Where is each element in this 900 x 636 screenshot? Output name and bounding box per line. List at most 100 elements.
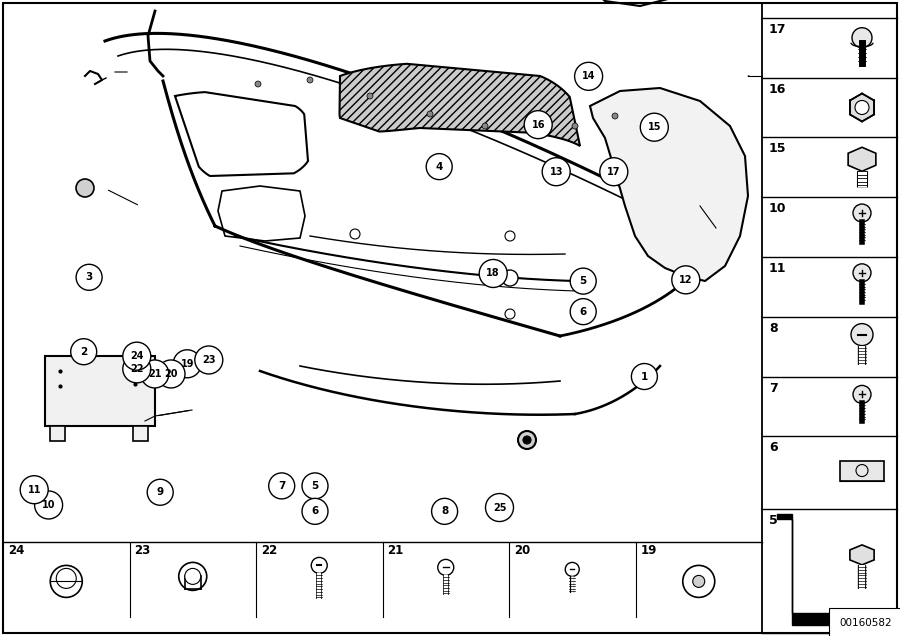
Text: 23: 23	[202, 355, 216, 365]
Text: 24: 24	[130, 351, 143, 361]
Text: 7: 7	[769, 382, 778, 394]
Text: 10: 10	[769, 202, 787, 215]
Circle shape	[432, 499, 457, 524]
Text: 11: 11	[27, 485, 40, 495]
Circle shape	[640, 113, 669, 141]
Circle shape	[693, 576, 705, 588]
FancyBboxPatch shape	[840, 460, 884, 481]
Circle shape	[612, 113, 618, 119]
Circle shape	[505, 309, 515, 319]
Circle shape	[311, 557, 328, 574]
Text: 23: 23	[134, 544, 151, 557]
Text: 9: 9	[157, 487, 164, 497]
FancyBboxPatch shape	[45, 356, 155, 426]
Text: 7: 7	[278, 481, 285, 491]
Text: 19: 19	[180, 359, 194, 369]
Polygon shape	[339, 64, 580, 146]
Text: 20: 20	[164, 369, 178, 379]
Text: 15: 15	[769, 142, 787, 155]
Text: 24: 24	[8, 544, 24, 557]
Text: 12: 12	[679, 275, 693, 285]
Circle shape	[599, 158, 628, 186]
Text: 5: 5	[769, 514, 778, 527]
Circle shape	[542, 158, 571, 186]
Circle shape	[523, 436, 531, 444]
Text: 20: 20	[514, 544, 530, 557]
Circle shape	[302, 473, 328, 499]
Circle shape	[853, 264, 871, 282]
Text: 00160582: 00160582	[840, 618, 892, 628]
Circle shape	[71, 339, 96, 364]
Circle shape	[427, 154, 452, 179]
Text: 16: 16	[531, 120, 544, 130]
Text: 6: 6	[580, 307, 587, 317]
Text: 15: 15	[647, 122, 661, 132]
Text: 19: 19	[641, 544, 657, 557]
Text: 1: 1	[641, 371, 648, 382]
Circle shape	[502, 270, 518, 286]
Polygon shape	[590, 88, 748, 281]
Polygon shape	[848, 148, 876, 171]
Circle shape	[485, 494, 514, 522]
Text: 21: 21	[388, 544, 404, 557]
Text: 4: 4	[436, 162, 443, 172]
Circle shape	[76, 179, 94, 197]
Text: 11: 11	[769, 262, 787, 275]
Circle shape	[479, 259, 508, 287]
Circle shape	[307, 77, 313, 83]
Text: 5: 5	[580, 276, 587, 286]
Text: 17: 17	[608, 167, 621, 177]
Circle shape	[302, 499, 328, 524]
Circle shape	[194, 346, 223, 374]
Text: 17: 17	[769, 23, 787, 36]
Text: 10: 10	[41, 500, 56, 510]
Circle shape	[524, 111, 553, 139]
Polygon shape	[133, 426, 148, 441]
Circle shape	[179, 562, 207, 590]
Circle shape	[427, 111, 433, 117]
Circle shape	[852, 28, 872, 48]
Circle shape	[572, 123, 578, 129]
Circle shape	[853, 204, 871, 222]
Polygon shape	[777, 514, 837, 625]
Circle shape	[255, 81, 261, 87]
Text: 14: 14	[582, 71, 596, 81]
Circle shape	[122, 342, 151, 370]
Polygon shape	[850, 545, 874, 565]
Circle shape	[853, 385, 871, 403]
Circle shape	[122, 355, 151, 383]
Text: 3: 3	[86, 272, 93, 282]
Text: 2: 2	[80, 347, 87, 357]
Circle shape	[50, 565, 82, 597]
Circle shape	[148, 480, 173, 505]
Circle shape	[527, 125, 533, 131]
Text: 22: 22	[261, 544, 277, 557]
Text: 8: 8	[441, 506, 448, 516]
Text: 25: 25	[493, 502, 507, 513]
Polygon shape	[50, 426, 65, 441]
Circle shape	[367, 93, 373, 99]
Circle shape	[482, 123, 488, 129]
Circle shape	[851, 324, 873, 345]
Circle shape	[140, 360, 169, 388]
Circle shape	[184, 569, 201, 584]
Circle shape	[518, 431, 536, 449]
Text: 5: 5	[311, 481, 319, 491]
Circle shape	[683, 565, 715, 597]
Circle shape	[34, 491, 63, 519]
Text: 8: 8	[769, 322, 778, 335]
Circle shape	[632, 364, 657, 389]
Circle shape	[269, 473, 294, 499]
Circle shape	[574, 62, 603, 90]
Circle shape	[157, 360, 185, 388]
Polygon shape	[850, 93, 874, 121]
Circle shape	[437, 560, 454, 576]
Text: 18: 18	[486, 268, 500, 279]
Circle shape	[505, 231, 515, 241]
Text: 21: 21	[148, 369, 162, 379]
Text: 16: 16	[769, 83, 787, 95]
Text: 13: 13	[549, 167, 563, 177]
Circle shape	[571, 299, 596, 324]
Circle shape	[173, 350, 202, 378]
Circle shape	[350, 229, 360, 239]
